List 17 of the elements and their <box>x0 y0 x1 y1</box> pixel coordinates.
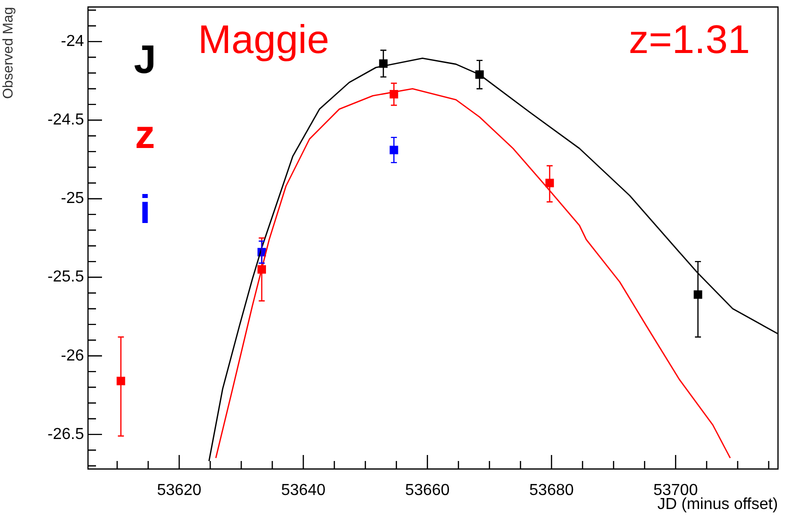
annotation: Maggie <box>198 18 330 62</box>
x-tick-label: 53680 <box>529 482 574 500</box>
y-tick-label: -26.5 <box>48 426 84 443</box>
y-axis-title: Observed Mag <box>0 7 16 99</box>
text: J <box>134 38 156 82</box>
text: i <box>139 188 151 232</box>
annotation: z=1.31 <box>628 18 750 62</box>
x-tick-label: 53640 <box>281 482 326 500</box>
text: z <box>135 113 155 158</box>
x-axis-title: JD (minus offset) <box>657 496 778 513</box>
y-tick-label: -26 <box>60 347 84 364</box>
y-tick-label: -25.5 <box>48 268 84 286</box>
y-tick-label: -25 <box>60 190 84 208</box>
x-tick-label: 53660 <box>405 482 450 500</box>
y-tick-label: -24 <box>60 32 84 50</box>
y-tick-label: -24.5 <box>48 112 84 129</box>
x-tick-label: 53620 <box>156 482 202 500</box>
